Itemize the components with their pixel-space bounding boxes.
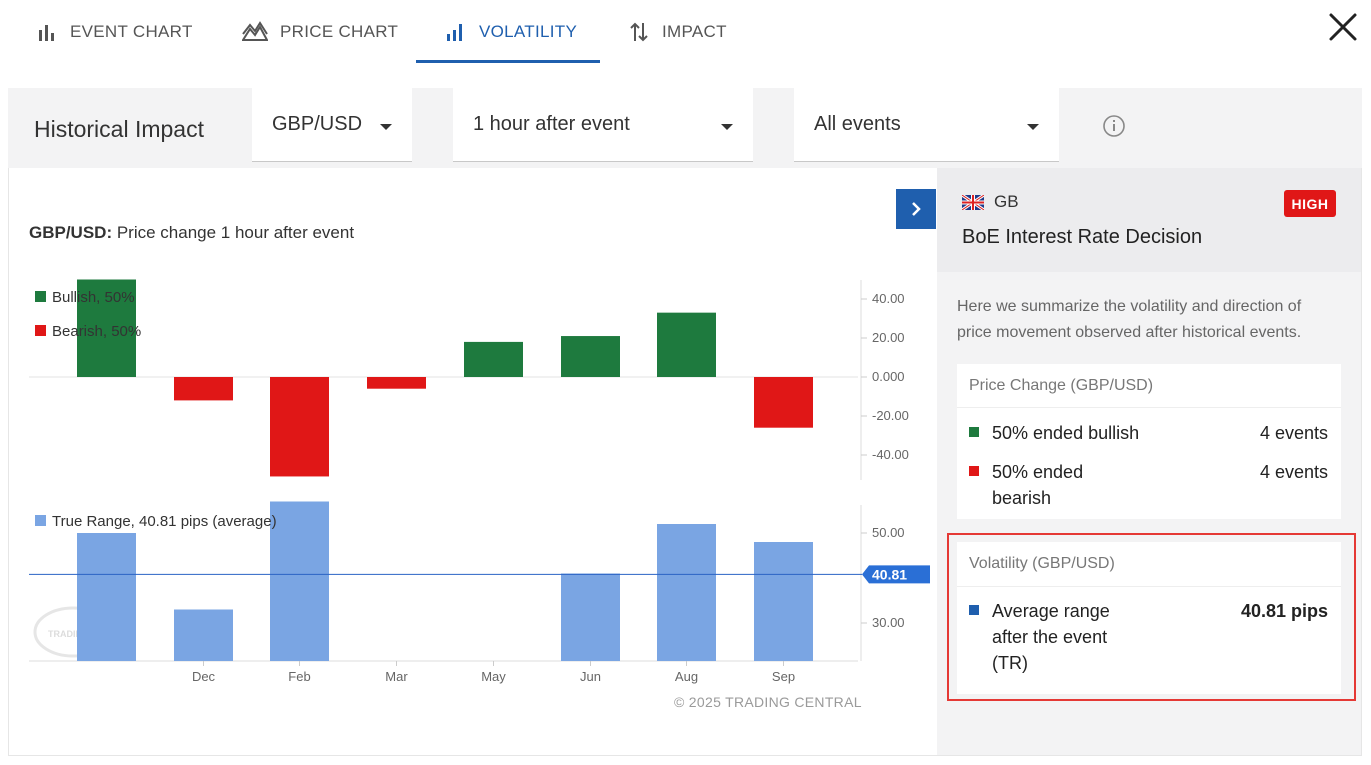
price-change-bar <box>464 341 523 377</box>
pair-select-value: GBP/USD <box>272 113 363 135</box>
chart-title-text: Price change 1 hour after event <box>112 223 355 242</box>
volatility-label-line2: after the event <box>992 627 1108 647</box>
bullish-label: 50% ended bullish <box>992 423 1140 443</box>
x-axis-label: Mar <box>385 669 408 684</box>
average-label: 40.81 <box>872 566 907 582</box>
divider <box>957 407 1341 408</box>
price-change-bar <box>270 377 329 477</box>
bearish-label-line1: 50% ended <box>992 462 1084 482</box>
tab-event-chart[interactable]: EVENT CHART <box>36 0 193 63</box>
events-select[interactable]: All events <box>794 88 1059 162</box>
legend-label: Bullish, 50% <box>52 289 135 306</box>
chevron-down-icon <box>380 124 392 130</box>
bearish-label-line2: bearish <box>992 488 1052 508</box>
volatility-card <box>957 542 1341 694</box>
tab-label: PRICE CHART <box>280 21 399 41</box>
legend-label: True Range, 40.81 pips (average) <box>52 513 277 530</box>
chevron-down-icon <box>721 124 733 130</box>
price-axis-label: 40.00 <box>872 291 905 306</box>
chart-title-pair: GBP/USD: <box>29 223 113 242</box>
x-axis-label: Dec <box>192 669 216 684</box>
bearish-swatch <box>969 466 979 476</box>
event-header <box>937 168 1361 272</box>
range-axis-label: 30.00 <box>872 615 905 630</box>
price-change-bar <box>77 279 136 377</box>
panel-title: Historical Impact <box>34 116 204 142</box>
x-axis-label: May <box>481 669 506 684</box>
true-range-bar <box>561 573 620 661</box>
bullish-swatch <box>969 427 979 437</box>
chevron-down-icon <box>1027 124 1039 130</box>
chevron-right-icon <box>912 202 921 216</box>
pair-select[interactable]: GBP/USD <box>252 88 412 162</box>
price-change-bar <box>657 312 716 377</box>
price-change-heading: Price Change (GBP/USD) <box>969 377 1154 394</box>
volatility-heading: Volatility (GBP/USD) <box>969 555 1115 572</box>
event-country: GB <box>994 192 1019 211</box>
price-change-bar <box>174 377 233 401</box>
tab-label: IMPACT <box>662 21 727 41</box>
tab-bar: EVENT CHART PRICE CHART VOLATILITY IMPAC… <box>0 0 1371 64</box>
tab-impact[interactable]: IMPACT <box>628 0 727 63</box>
copyright-text: © 2025 TRADING CENTRAL <box>674 694 862 710</box>
price-axis-label: -20.00 <box>872 408 909 423</box>
price-change-bar <box>367 377 426 389</box>
period-select-value: 1 hour after event <box>473 113 630 135</box>
legend-label: Bearish, 50% <box>52 323 141 340</box>
x-axis-label: Jun <box>580 669 601 684</box>
volatility-chart: 40.00 20.00 0.000 -20.00 -40.00 Bullish, 50% B… <box>29 279 930 684</box>
signal-bars-icon <box>447 23 462 41</box>
true-range-bar <box>754 542 813 661</box>
range-axis-label: 50.00 <box>872 525 905 540</box>
average-marker <box>862 565 930 584</box>
true-range-bar <box>174 609 233 661</box>
bullish-count: 4 events <box>1259 423 1328 443</box>
price-axis-label: -40.00 <box>872 447 909 462</box>
legend-swatch <box>35 325 46 336</box>
volatility-swatch <box>969 605 979 615</box>
uk-flag-icon <box>962 195 984 210</box>
chart-title: GBP/USD: Price change 1 hour after event <box>29 223 354 243</box>
info-icon[interactable] <box>1102 114 1126 138</box>
tab-label: VOLATILITY <box>479 21 578 41</box>
expand-panel-button[interactable] <box>896 189 936 229</box>
tab-volatility[interactable]: VOLATILITY <box>445 0 577 63</box>
tab-label: EVENT CHART <box>70 21 193 41</box>
active-tab-indicator <box>416 60 600 63</box>
price-change-bar <box>561 336 620 377</box>
close-icon[interactable] <box>1326 10 1360 44</box>
volatility-label-line3: (TR) <box>992 653 1028 673</box>
events-select-value: All events <box>814 113 901 135</box>
period-select[interactable]: 1 hour after event <box>453 88 753 162</box>
true-range-bar <box>657 524 716 661</box>
bearish-count: 4 events <box>1259 462 1328 482</box>
volatility-value: 40.81 pips <box>1240 601 1328 621</box>
true-range-bar <box>77 533 136 661</box>
tab-price-chart[interactable]: PRICE CHART <box>242 0 398 63</box>
price-change-bar <box>754 377 813 428</box>
bar-chart-icon <box>39 24 54 41</box>
volatility-label-line1: Average range <box>992 601 1110 621</box>
legend-swatch <box>35 291 46 302</box>
x-axis-label: Feb <box>288 669 310 684</box>
price-axis-label: 0.000 <box>872 369 905 384</box>
legend-swatch <box>35 515 46 526</box>
mountain-chart-icon <box>242 20 268 41</box>
x-axis-label: Sep <box>772 669 795 684</box>
price-change-card <box>957 364 1341 519</box>
true-range-bar <box>270 501 329 661</box>
x-axis-label: Aug <box>675 669 698 684</box>
price-axis-label: 20.00 <box>872 330 905 345</box>
event-name: BoE Interest Rate Decision <box>962 226 1203 248</box>
swap-arrows-icon <box>630 22 648 41</box>
impact-badge: HIGH <box>1284 190 1336 217</box>
highlight-box <box>947 533 1356 701</box>
divider <box>957 586 1341 587</box>
summary-description: Here we summarize the volatility and dir… <box>957 298 1302 341</box>
